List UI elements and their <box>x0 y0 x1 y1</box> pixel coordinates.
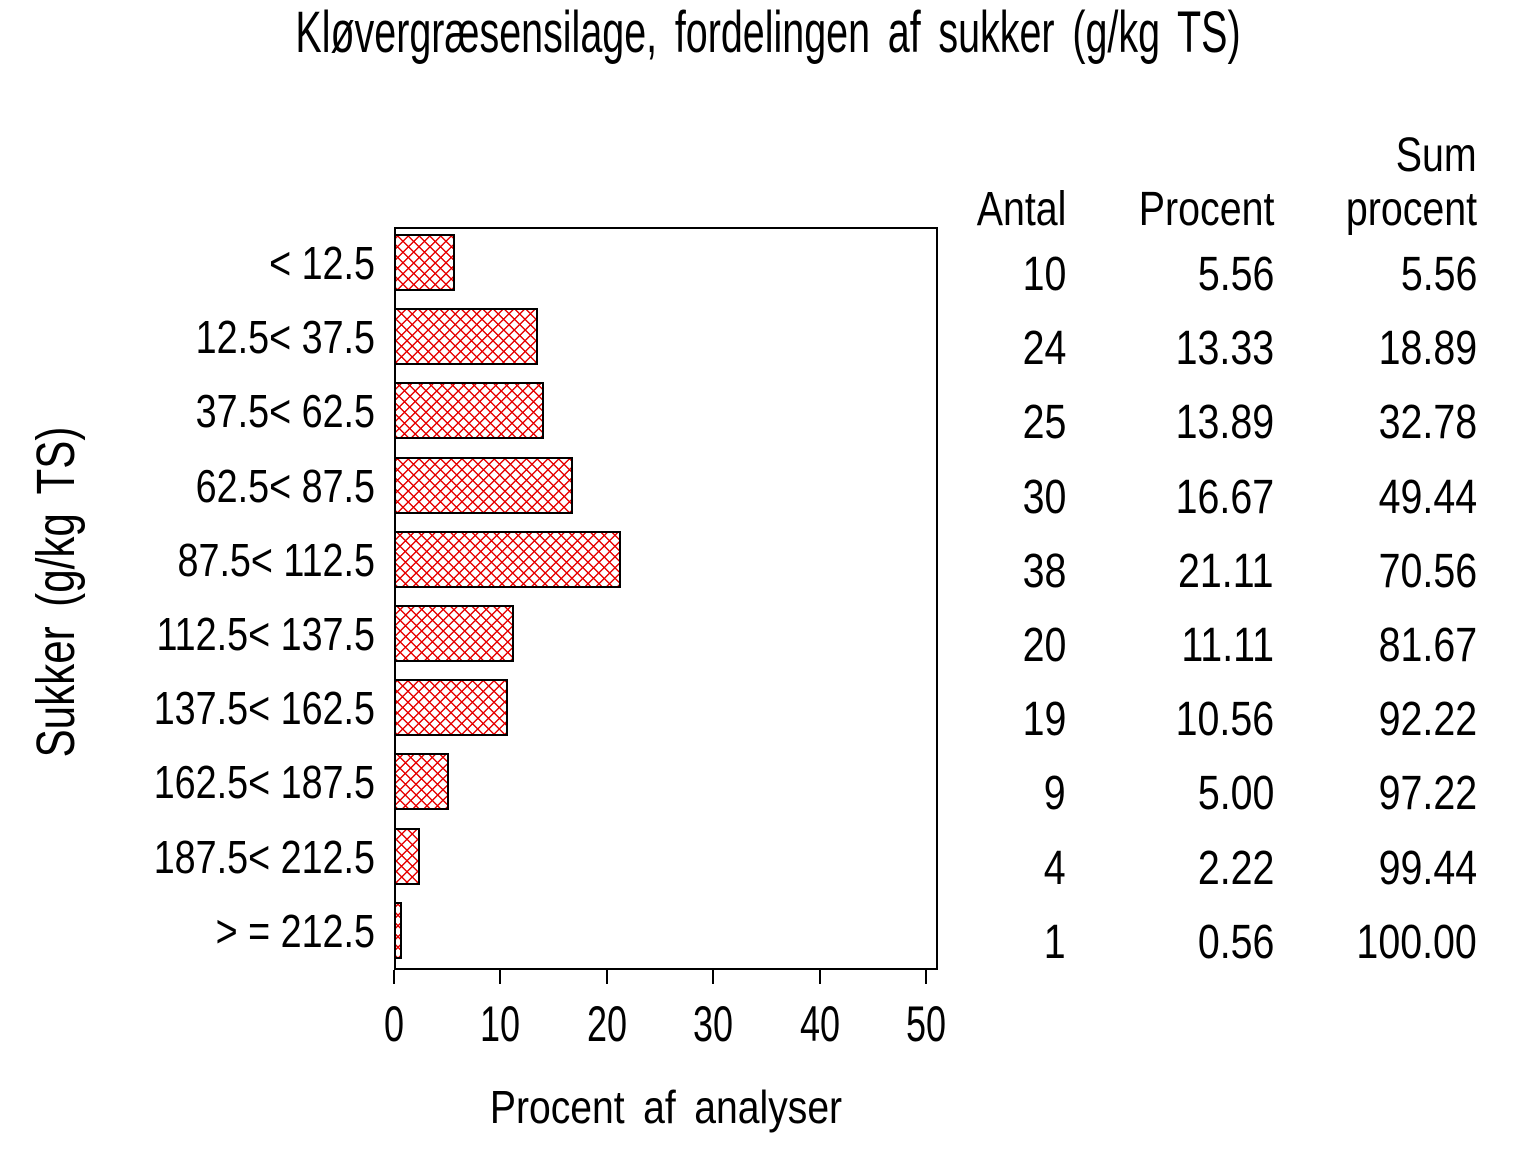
table-header-procent: Procent <box>1138 183 1274 236</box>
table-cell: 24 <box>1022 322 1066 376</box>
x-tick-label: 40 <box>799 996 840 1052</box>
category-label: 62.5< 87.5 <box>195 459 375 512</box>
table-cell: 13.89 <box>1175 396 1274 450</box>
table-cell: 16.67 <box>1175 470 1274 524</box>
table-cell: 5.00 <box>1197 767 1274 821</box>
table-header-sum-line2: procent <box>1345 183 1477 236</box>
category-label: < 12.5 <box>269 237 375 289</box>
table-cell: 19 <box>1022 693 1066 747</box>
table-cell: 25 <box>1022 396 1066 450</box>
table-cell: 99.44 <box>1378 841 1477 895</box>
category-label: 162.5< 187.5 <box>153 756 375 809</box>
table-cell: 70.56 <box>1378 544 1477 598</box>
table-cell: 13.33 <box>1175 322 1274 376</box>
x-axis-label: Procent af analyser <box>489 1081 843 1133</box>
y-axis-label: Sukker (g/kg TS) <box>26 426 86 758</box>
bar <box>394 308 538 366</box>
category-label: 12.5< 37.5 <box>195 311 375 364</box>
x-tick-mark <box>818 970 821 984</box>
table-cell: 97.22 <box>1378 767 1477 821</box>
table-header-sum-line1: Sum <box>1396 129 1477 182</box>
table-cell: 18.89 <box>1378 322 1477 376</box>
x-tick-label: 10 <box>480 996 521 1052</box>
table-cell: 20 <box>1022 619 1066 672</box>
category-label: 87.5< 112.5 <box>177 533 375 586</box>
x-tick-mark <box>499 970 502 984</box>
bar <box>394 382 544 440</box>
table-cell: 49.44 <box>1378 470 1477 524</box>
category-label: 37.5< 62.5 <box>195 385 375 438</box>
x-tick-mark <box>925 970 927 984</box>
table-cell: 30 <box>1022 470 1066 524</box>
table-cell: 1 <box>1044 915 1066 969</box>
x-tick-label: 30 <box>693 996 734 1052</box>
table-cell: 9 <box>1044 767 1066 821</box>
chart-title: Kløvergræsensilage, fordelingen af sukke… <box>295 0 1241 65</box>
x-tick-label: 20 <box>586 996 627 1052</box>
table-cell: 5.56 <box>1197 248 1274 301</box>
table-cell: 38 <box>1022 544 1066 598</box>
table-cell: 0.56 <box>1197 915 1274 969</box>
table-cell: 5.56 <box>1400 248 1477 301</box>
bar <box>394 605 514 662</box>
table-cell: 4 <box>1044 841 1066 895</box>
category-label: 187.5< 212.5 <box>153 830 375 883</box>
table-cell: 81.67 <box>1378 619 1477 672</box>
table-cell: 32.78 <box>1378 396 1477 450</box>
x-tick-label: 50 <box>905 996 947 1052</box>
table-cell: 10 <box>1022 248 1066 301</box>
table-cell: 11.11 <box>1181 619 1274 672</box>
x-tick-mark <box>712 970 715 984</box>
category-label: > = 212.5 <box>215 904 375 957</box>
bar <box>394 679 508 737</box>
bar <box>394 456 573 514</box>
table-cell: 100.00 <box>1356 915 1477 969</box>
table-cell: 92.22 <box>1378 693 1477 747</box>
category-label: 112.5< 137.5 <box>156 608 375 660</box>
bar <box>394 753 449 811</box>
table-cell: 10.56 <box>1175 693 1274 747</box>
category-label: 137.5< 162.5 <box>153 682 375 735</box>
x-tick-mark <box>605 970 608 984</box>
table-cell: 2.22 <box>1197 841 1274 895</box>
bar <box>394 827 420 885</box>
bar <box>394 234 455 291</box>
table-cell: 21.11 <box>1178 544 1274 598</box>
bar <box>394 530 621 588</box>
x-tick-mark <box>393 970 395 984</box>
x-tick-label: 0 <box>383 996 405 1052</box>
table-header-antal: Antal <box>976 183 1066 236</box>
bar <box>394 901 402 959</box>
